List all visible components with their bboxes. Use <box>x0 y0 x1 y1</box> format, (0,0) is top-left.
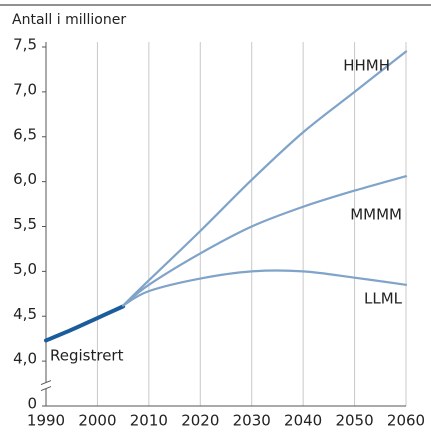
x-tick-label: 2050 <box>335 412 373 430</box>
axis-break-gap <box>40 382 52 389</box>
series-label: LLML <box>364 290 403 308</box>
y-tick-label: 5,5 <box>13 215 37 233</box>
chart-title: Antall i millioner <box>12 12 126 28</box>
y-tick-label: 5,0 <box>13 260 37 278</box>
series-line <box>122 175 408 307</box>
y-tick-label: 6,0 <box>13 170 37 188</box>
y-tick-label: 4,0 <box>13 350 37 368</box>
x-tick-label: 1990 <box>27 412 65 430</box>
y-tick-label: 7,5 <box>13 36 37 54</box>
series-line <box>44 304 126 343</box>
y-tick-label: 4,5 <box>13 305 37 323</box>
series-label: MMMM <box>350 206 402 224</box>
x-tick-label: 2040 <box>284 412 322 430</box>
y-tick-label: 0 <box>27 395 37 413</box>
axis-break <box>40 386 52 392</box>
axis-break <box>40 380 52 386</box>
y-tick-label: 6,5 <box>13 125 37 143</box>
series-label: HHMH <box>343 57 390 75</box>
x-tick-label: 2000 <box>78 412 116 430</box>
series-label: Registrert <box>50 347 124 365</box>
series-line <box>122 269 408 307</box>
y-tick-label: 7,0 <box>13 80 37 98</box>
x-tick-label: 2020 <box>181 412 219 430</box>
x-tick-label: 2030 <box>233 412 271 430</box>
x-tick-label: 2010 <box>130 412 168 430</box>
series-line <box>122 50 408 307</box>
x-tick-label: 2060 <box>387 412 425 430</box>
